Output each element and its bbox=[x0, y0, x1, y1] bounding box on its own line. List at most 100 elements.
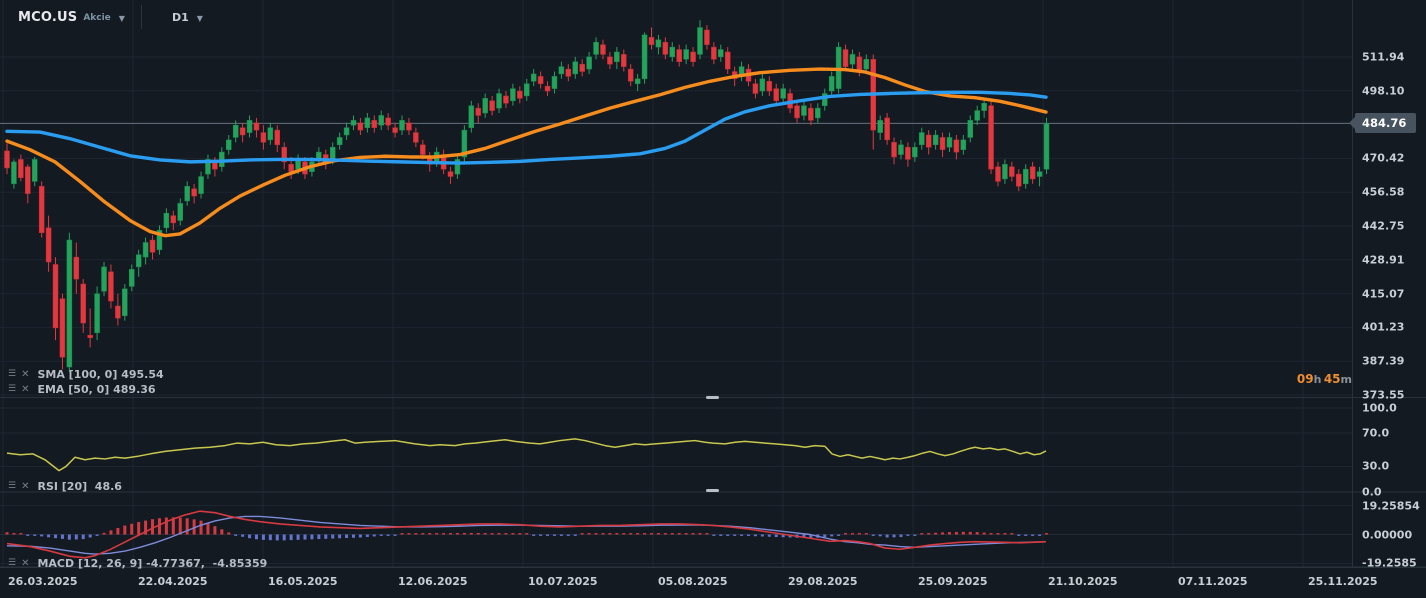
macd-histogram-bar bbox=[483, 533, 487, 535]
candle-down bbox=[766, 81, 773, 92]
macd-histogram-bar bbox=[982, 532, 986, 535]
macd-histogram-bar bbox=[663, 533, 667, 535]
macd-histogram-bar bbox=[968, 531, 972, 535]
macd-histogram-bar bbox=[469, 532, 473, 535]
candle-down bbox=[565, 68, 572, 77]
date-tick-label: 16.05.2025 bbox=[268, 575, 338, 588]
candle-countdown: 09h 45m bbox=[1210, 372, 1352, 386]
indicator-remove-icon[interactable]: ✕ bbox=[21, 368, 30, 380]
toolbar: MCO.US Akcie ▼ D1 ▼ bbox=[0, 0, 420, 34]
price-tick-label: 498.10 bbox=[1362, 84, 1405, 98]
candle-up bbox=[142, 242, 149, 258]
macd-histogram-bar bbox=[54, 534, 58, 539]
macd-histogram-bar bbox=[144, 520, 148, 535]
macd-histogram-bar bbox=[809, 534, 813, 539]
indicator-remove-icon[interactable]: ✕ bbox=[21, 383, 30, 395]
date-axis[interactable]: 26.03.2025 22.04.2025 16.05.2025 12.06.2025… bbox=[0, 567, 1426, 598]
date-tick-label: 12.06.2025 bbox=[398, 575, 468, 588]
market-type-label: Akcie bbox=[83, 13, 111, 23]
macd-histogram-bar bbox=[636, 533, 640, 535]
candle-down bbox=[447, 171, 454, 177]
current-price-tag: 484.76 bbox=[1355, 113, 1417, 134]
candle-down bbox=[648, 37, 655, 45]
macd-histogram-bar bbox=[684, 533, 688, 535]
macd-histogram-bar bbox=[850, 533, 854, 535]
price-tick-label: 373.55 bbox=[1362, 388, 1405, 402]
macd-histogram-bar bbox=[393, 534, 397, 536]
indicator-settings-icon[interactable]: ☰ bbox=[8, 384, 17, 394]
macd-histogram-bar bbox=[670, 533, 674, 535]
candle-down bbox=[905, 146, 911, 160]
macd-histogram-bar bbox=[407, 533, 411, 535]
candle-up bbox=[524, 83, 530, 97]
candle-down bbox=[711, 46, 717, 60]
macd-histogram-bar bbox=[601, 533, 605, 535]
candle-down bbox=[281, 146, 287, 163]
candle-down bbox=[170, 215, 177, 224]
macd-histogram-bar bbox=[213, 526, 217, 535]
macd-histogram-bar bbox=[206, 523, 210, 535]
macd-histogram-bar bbox=[871, 534, 875, 536]
macd-histogram-bar bbox=[137, 522, 141, 535]
macd-histogram-bar bbox=[837, 534, 841, 536]
candle-up bbox=[863, 59, 870, 70]
indicator-remove-icon[interactable]: ✕ bbox=[21, 480, 30, 492]
candle-up bbox=[1043, 123, 1050, 170]
indicator-settings-icon[interactable]: ☰ bbox=[8, 369, 17, 379]
candle-up bbox=[11, 161, 17, 185]
date-tick-label: 05.08.2025 bbox=[658, 575, 728, 588]
macd-histogram-bar bbox=[844, 533, 848, 535]
macd-histogram-bar bbox=[753, 534, 757, 537]
candle-down bbox=[115, 305, 121, 319]
macd-histogram-bar bbox=[365, 534, 369, 537]
candle-up bbox=[184, 186, 190, 202]
timeframe-selector[interactable]: D1 ▼ bbox=[148, 4, 213, 30]
symbol-selector[interactable]: MCO.US Akcie ▼ bbox=[0, 4, 135, 30]
indicator-settings-icon[interactable]: ☰ bbox=[8, 481, 17, 491]
indicator-remove-icon[interactable]: ✕ bbox=[21, 557, 30, 569]
date-tick-label: 22.04.2025 bbox=[138, 575, 208, 588]
chevron-down-icon: ▼ bbox=[118, 13, 125, 23]
macd-histogram-bar bbox=[954, 531, 958, 535]
macd-histogram-bar bbox=[296, 534, 300, 540]
macd-histogram-bar bbox=[81, 534, 85, 540]
candle-down bbox=[420, 144, 426, 155]
countdown-hours-unit: h bbox=[1313, 373, 1322, 386]
macd-histogram-bar bbox=[830, 534, 834, 537]
candle-up bbox=[482, 98, 488, 114]
candle-down bbox=[489, 100, 495, 111]
candle-down bbox=[600, 44, 606, 55]
candle-up bbox=[329, 146, 336, 160]
countdown-minutes: 45 bbox=[1323, 372, 1341, 386]
indicator-settings-icon[interactable]: ☰ bbox=[8, 558, 17, 568]
macd-histogram-bar bbox=[47, 534, 51, 538]
macd-histogram-bar bbox=[234, 534, 238, 536]
pane-resize-handle[interactable] bbox=[706, 396, 719, 399]
candle-down bbox=[925, 134, 932, 148]
macd-line bbox=[6, 510, 1047, 559]
price-tick-label: 442.75 bbox=[1362, 219, 1405, 233]
price-axis[interactable]: 484.76 511.94 498.10 470.42 456.58 442.75 428… bbox=[1352, 0, 1426, 570]
candle-up bbox=[919, 132, 925, 146]
candle-up bbox=[593, 41, 599, 55]
macd-histogram-bar bbox=[414, 533, 418, 535]
candle-up bbox=[267, 127, 274, 141]
pane-resize-handle[interactable] bbox=[706, 489, 719, 492]
macd-tick-label: 19.25854 bbox=[1362, 499, 1420, 512]
legend-macd: ☰ ✕ MACD [12, 26, 9] -4.77367, -4.85359 bbox=[8, 557, 267, 570]
macd-histogram-bar bbox=[26, 534, 30, 536]
macd-histogram-bar bbox=[802, 534, 806, 539]
macd-histogram-bar bbox=[774, 534, 778, 537]
macd-histogram-bar bbox=[539, 534, 543, 536]
macd-histogram-bar bbox=[615, 533, 619, 535]
macd-histogram-bar bbox=[19, 533, 23, 535]
candle-down bbox=[1009, 166, 1015, 177]
candle-down bbox=[288, 164, 294, 172]
macd-histogram-bar bbox=[33, 534, 37, 536]
macd-histogram-bar bbox=[379, 534, 383, 536]
candle-down bbox=[939, 137, 946, 150]
macd-histogram-bar bbox=[677, 533, 681, 535]
macd-histogram-bar bbox=[171, 517, 175, 535]
